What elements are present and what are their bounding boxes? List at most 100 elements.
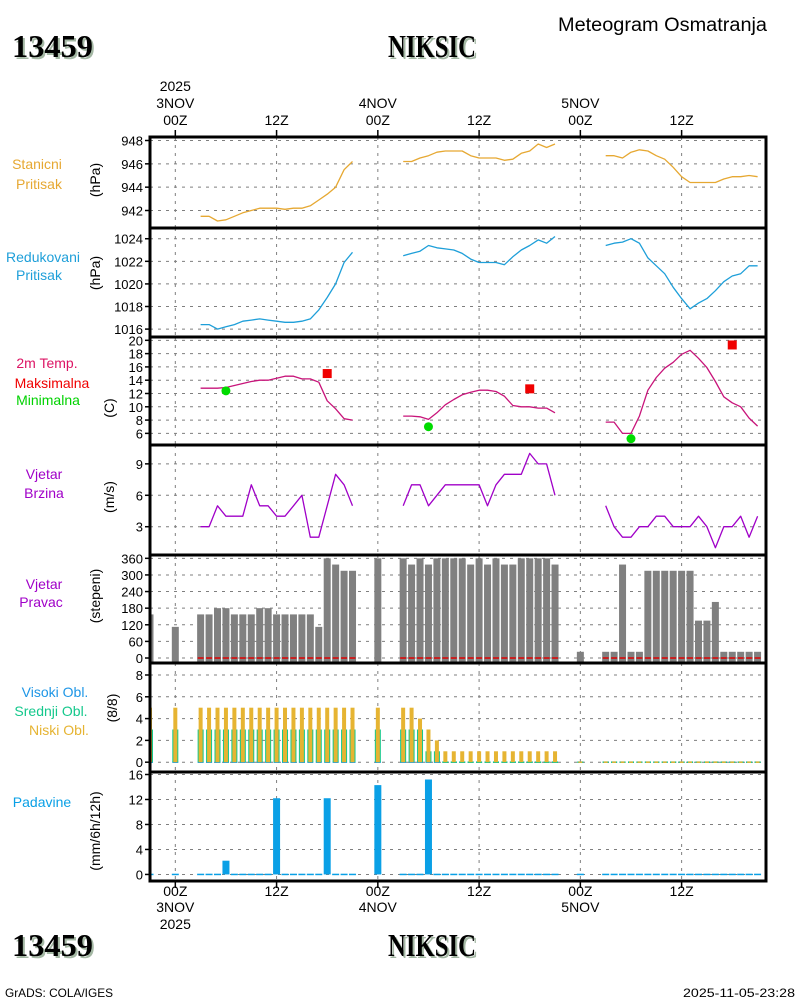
x-tick-time-label: 00Z xyxy=(366,112,391,128)
panel-stanicni-pritisak: 942 944 946 948 Stanicni Pritisak (hPa) xyxy=(12,134,766,228)
x-tick-time-label: 12Z xyxy=(265,112,290,128)
max-temp-marker xyxy=(322,369,332,379)
bar-vjetar-pravac xyxy=(273,614,281,663)
y-tick-label: 6 xyxy=(136,426,143,441)
x-tick-time-label: 00Z xyxy=(568,112,593,128)
y-tick-label: 3 xyxy=(136,520,143,535)
bar-oblacnost xyxy=(325,707,330,763)
y-tick-label: 8 xyxy=(136,668,143,683)
bar-oblacnost xyxy=(485,751,490,763)
min-temp-marker xyxy=(423,422,433,432)
bar-vjetar-pravac xyxy=(399,558,407,663)
station-id-shadow: 13459 xyxy=(14,30,95,66)
x-tick-date-label: 5NOV xyxy=(561,95,600,111)
series-line-vjetar-brzina xyxy=(402,452,556,507)
min-temp-marker xyxy=(221,386,231,396)
panel-label: Vjetar xyxy=(26,466,63,482)
bar-vjetar-pravac xyxy=(349,570,357,663)
bar-oblacnost xyxy=(527,751,532,763)
plot-frame xyxy=(148,135,768,883)
panel-label: Stanicni xyxy=(12,156,62,172)
panel-label: Redukovani xyxy=(6,249,80,265)
grid xyxy=(150,445,766,555)
footer: 13459 13459 NIKSIC NIKSIC GrADS: COLA/IG… xyxy=(5,927,795,1000)
grid xyxy=(150,337,766,445)
series-line-stanicni-pritisak xyxy=(200,161,353,222)
bar-oblacnost xyxy=(350,707,355,763)
bar-oblacnost xyxy=(502,751,507,763)
bar-oblacnost xyxy=(426,729,431,763)
y-tick-label: 20 xyxy=(129,333,143,348)
bar-oblacnost xyxy=(418,718,423,763)
bar-oblacnost xyxy=(266,707,271,763)
bar-oblacnost xyxy=(375,707,380,763)
x-axis-year-label: 2025 xyxy=(160,916,191,932)
x-tick-time-label: 00Z xyxy=(163,112,188,128)
panel-padavine: 0 4 8 12 16 Padavine (mm/6h/12h) xyxy=(13,767,766,882)
y-tick-label: 18 xyxy=(129,347,143,362)
station-id: 13459 xyxy=(12,28,93,64)
y-tick-label: 4 xyxy=(136,712,143,727)
bar-vjetar-pravac xyxy=(711,601,719,663)
bar-oblacnost xyxy=(510,751,515,763)
bar-vjetar-pravac xyxy=(467,564,475,663)
y-tick-label: 6 xyxy=(136,690,143,705)
y-tick-label: 942 xyxy=(121,204,143,219)
y-tick-label: 0 xyxy=(136,755,143,770)
bar-vjetar-pravac xyxy=(526,558,534,663)
series-line-vjetar-brzina xyxy=(605,505,759,549)
bar-vjetar-pravac xyxy=(214,608,222,663)
bar-oblacnost xyxy=(451,751,456,763)
bar-oblacnost xyxy=(232,707,237,763)
bar-padavine xyxy=(374,785,382,875)
bar-vjetar-pravac xyxy=(492,558,500,663)
generated-timestamp: 2025-11-05-23:28 xyxy=(683,986,795,1000)
bar-vjetar-pravac xyxy=(230,614,238,663)
x-axis-year-label: 2025 xyxy=(160,78,191,94)
bar-oblacnost xyxy=(333,707,338,763)
y-axis-unit-label: (mm/6h/12h) xyxy=(87,791,103,870)
bar-vjetar-pravac xyxy=(484,564,492,663)
y-tick-label: 60 xyxy=(129,634,143,649)
bar-oblacnost xyxy=(274,707,279,763)
x-tick-date-label: 4NOV xyxy=(359,899,398,915)
data-marks xyxy=(150,779,762,876)
y-tick-label: 12 xyxy=(129,792,143,807)
bar-vjetar-pravac xyxy=(424,564,432,663)
y-tick-label: 360 xyxy=(121,551,143,566)
series-line-redukovani-pritisak xyxy=(605,238,758,310)
bar-oblacnost xyxy=(198,707,203,763)
bar-oblacnost xyxy=(342,707,347,763)
y-tick-label: 6 xyxy=(136,488,143,503)
bar-vjetar-pravac xyxy=(150,614,154,663)
bar-oblacnost xyxy=(443,751,448,763)
y-tick-label: 8 xyxy=(136,817,143,832)
bar-vjetar-pravac xyxy=(247,614,255,663)
y-tick-label: 946 xyxy=(121,157,143,172)
bar-oblacnost xyxy=(460,751,465,763)
bar-vjetar-pravac xyxy=(534,558,542,663)
bar-vjetar-pravac xyxy=(340,570,348,663)
panel-vjetar-brzina: 3 6 9 Vjetar Brzina (m/s) xyxy=(24,445,766,555)
x-tick-time-label: 00Z xyxy=(366,883,391,899)
bar-vjetar-pravac xyxy=(678,570,686,663)
y-tick-label: 0 xyxy=(136,867,143,882)
y-tick-label: 240 xyxy=(121,585,143,600)
bar-vjetar-pravac xyxy=(298,614,306,663)
footer-station-name: NIKSIC xyxy=(388,927,476,963)
bar-vjetar-pravac xyxy=(289,614,297,663)
x-tick-time-label: 12Z xyxy=(670,883,695,899)
bar-vjetar-pravac xyxy=(222,608,230,663)
bar-oblacnost xyxy=(553,751,558,763)
panel-label: Srednji Obl. xyxy=(14,703,87,719)
footer-station-id-shadow: 13459 xyxy=(14,929,95,965)
bar-oblacnost xyxy=(299,707,304,763)
bar-vjetar-pravac xyxy=(703,620,711,663)
panel-label: Pravac xyxy=(19,594,63,610)
bar-vjetar-pravac xyxy=(619,564,627,663)
panel-label: Maksimalna xyxy=(15,375,90,391)
footer-station-id: 13459 xyxy=(12,927,93,963)
